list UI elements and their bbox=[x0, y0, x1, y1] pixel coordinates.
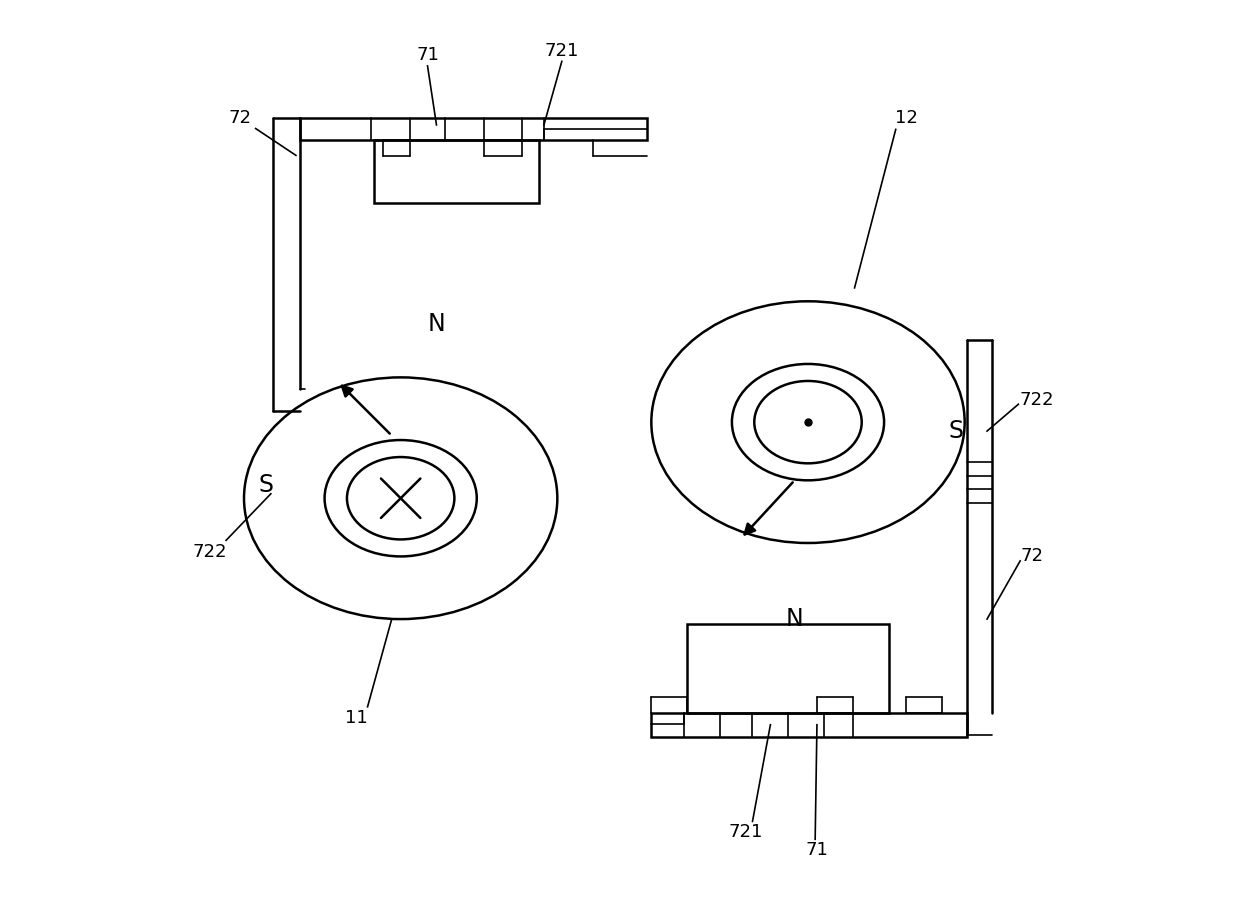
Text: 11: 11 bbox=[345, 709, 367, 726]
Text: 71: 71 bbox=[417, 46, 439, 64]
Bar bbox=[651, 713, 967, 737]
Text: N: N bbox=[786, 607, 804, 631]
Bar bbox=[300, 118, 647, 140]
Text: 71: 71 bbox=[806, 841, 828, 859]
Bar bbox=[687, 623, 889, 713]
Text: 721: 721 bbox=[728, 823, 763, 841]
Text: S: S bbox=[949, 419, 963, 443]
Text: S: S bbox=[259, 473, 274, 497]
Text: 72: 72 bbox=[228, 109, 250, 127]
Text: 721: 721 bbox=[544, 41, 579, 59]
Text: 72: 72 bbox=[1021, 548, 1043, 566]
Text: 722: 722 bbox=[192, 543, 227, 561]
Text: 722: 722 bbox=[1019, 391, 1054, 409]
Bar bbox=[373, 140, 539, 203]
Text: 12: 12 bbox=[895, 109, 918, 127]
Text: N: N bbox=[428, 312, 445, 336]
